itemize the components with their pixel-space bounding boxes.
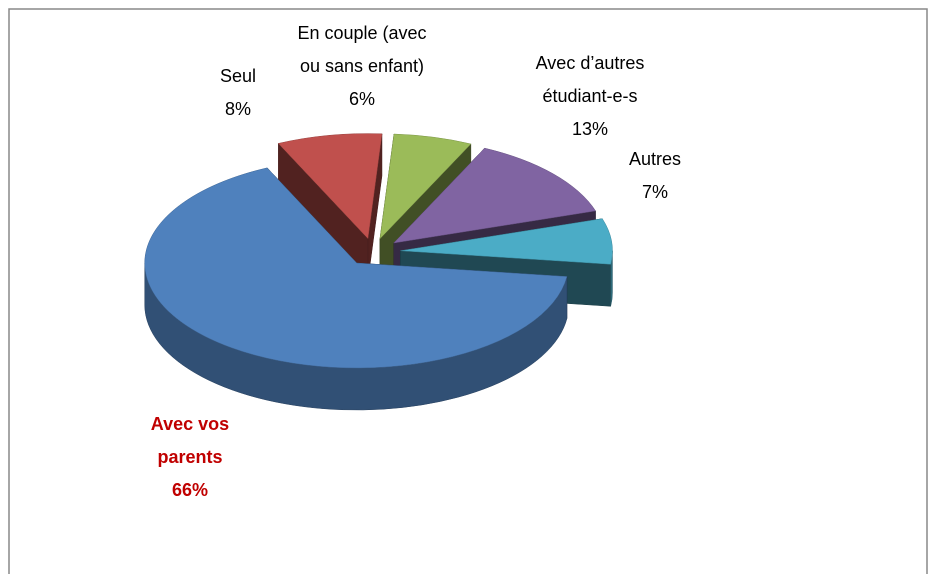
slice bbox=[400, 218, 613, 265]
data-label: En couple (avec ou sans enfant) 6% bbox=[287, 17, 437, 116]
slice bbox=[277, 133, 383, 240]
slice bbox=[144, 167, 568, 369]
data-label: Seul 8% bbox=[198, 60, 278, 126]
label-name: Avec d’autres étudiant-e-s bbox=[535, 53, 645, 106]
label-value: 7% bbox=[641, 182, 668, 202]
slice bbox=[393, 147, 597, 244]
label-name: Avec vos parents bbox=[150, 414, 230, 467]
label-value: 6% bbox=[348, 89, 375, 109]
label-value: 66% bbox=[171, 480, 209, 500]
label-name: Autres bbox=[628, 149, 682, 169]
label-value: 13% bbox=[571, 119, 609, 139]
data-label: Avec d’autres étudiant-e-s 13% bbox=[518, 47, 663, 146]
slice bbox=[379, 133, 472, 240]
label-name: En couple (avec ou sans enfant) bbox=[297, 23, 427, 76]
data-label: Avec vos parents 66% bbox=[133, 408, 248, 507]
chart-border bbox=[8, 8, 928, 574]
label-value: 8% bbox=[224, 99, 251, 119]
data-label: Autres 7% bbox=[610, 143, 700, 209]
label-name: Seul bbox=[219, 66, 257, 86]
